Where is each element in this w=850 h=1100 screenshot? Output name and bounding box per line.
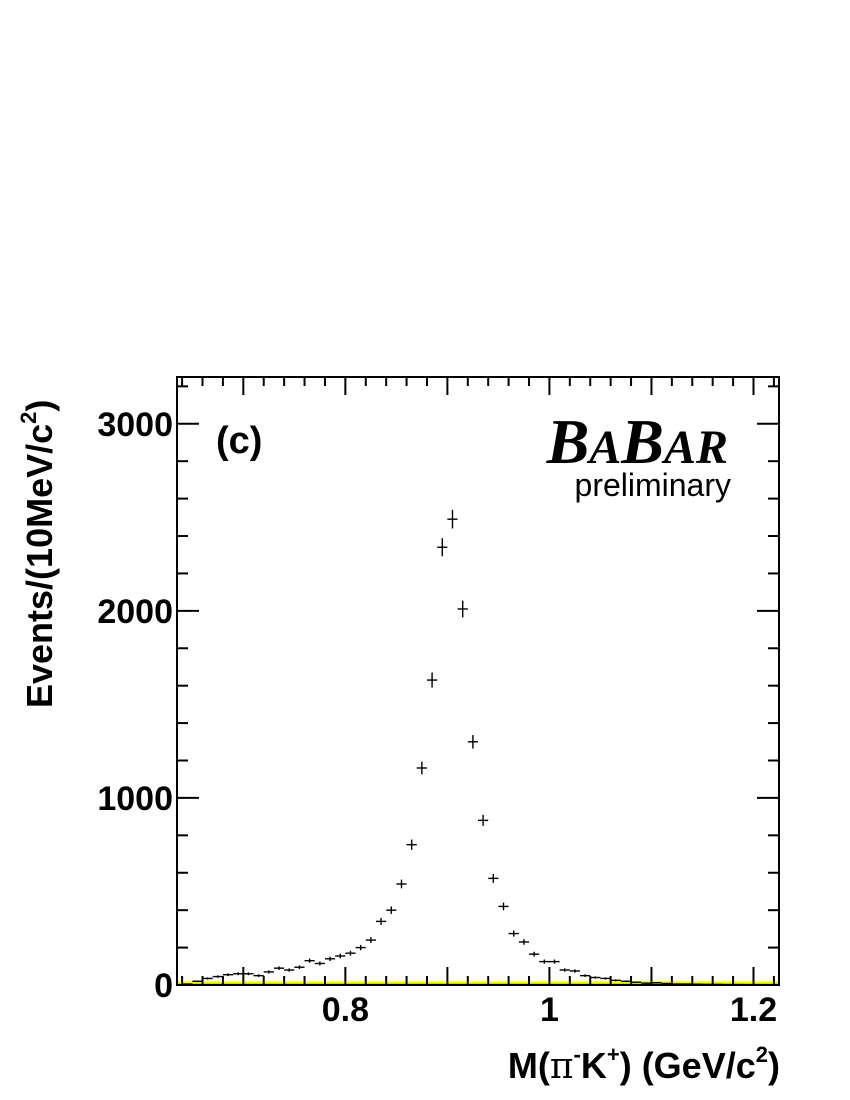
data-point — [386, 906, 397, 914]
y-title-part: Events/(10MeV/c — [19, 424, 60, 708]
axis-ticks-layer: 0.8 1 1.2 0 1000 2000 3000 — [97, 377, 779, 1029]
x-title-part: ) — [768, 1045, 780, 1086]
data-point — [518, 939, 530, 945]
data-point — [467, 735, 478, 749]
panel-label: (c) — [216, 420, 262, 462]
data-point — [253, 974, 264, 977]
background-band-yellow — [177, 981, 779, 985]
x-title-sup: - — [574, 1042, 581, 1067]
y-axis-title: Events/(10MeV/c2) — [16, 400, 60, 708]
logo-letter: B — [620, 406, 664, 477]
data-point — [559, 968, 570, 972]
data-point — [416, 761, 427, 775]
x-title-part: M( — [508, 1045, 550, 1086]
data-point — [600, 977, 611, 980]
y-tick-label: 3000 — [97, 406, 173, 444]
data-point — [610, 979, 621, 982]
data-point — [426, 672, 438, 688]
data-point — [508, 930, 519, 937]
data-point — [447, 509, 458, 529]
data-point — [396, 879, 407, 889]
data-point — [620, 980, 632, 983]
plot-frame — [176, 376, 780, 986]
data-point — [651, 982, 662, 984]
babar-logo: BABAR — [546, 406, 728, 477]
data-point — [641, 982, 652, 984]
data-point — [192, 980, 203, 983]
logo-letter: A — [586, 421, 621, 474]
data-point — [335, 953, 346, 959]
data-point — [437, 538, 448, 557]
data-point — [529, 951, 540, 957]
data-point — [345, 950, 356, 956]
logo-letter: AR — [661, 421, 728, 474]
data-point — [549, 959, 560, 964]
y-title-part: ) — [19, 400, 60, 412]
data-point — [243, 972, 254, 976]
data-point — [498, 902, 509, 911]
x-tick-label: 0.8 — [322, 991, 369, 1029]
data-point — [233, 972, 244, 976]
data-point — [478, 814, 489, 826]
preliminary-label: preliminary — [575, 467, 731, 503]
data-point — [406, 839, 417, 850]
data-points-layer — [182, 509, 774, 986]
x-title-part: ) (GeV/c — [620, 1045, 756, 1086]
data-point — [539, 959, 550, 964]
x-tick-label: 1.2 — [730, 991, 777, 1029]
logo-letter: B — [546, 406, 590, 477]
x-title-sup: + — [607, 1042, 620, 1067]
x-tick-label: 1 — [540, 991, 559, 1029]
data-point — [273, 966, 285, 970]
y-tick-label: 1000 — [97, 780, 173, 818]
data-point — [324, 956, 336, 962]
data-point — [355, 944, 366, 951]
data-point — [457, 600, 468, 618]
data-point — [314, 961, 325, 966]
data-point — [488, 873, 499, 883]
data-point — [263, 970, 274, 974]
data-point — [284, 968, 295, 972]
y-tick-label: 0 — [154, 967, 173, 1005]
x-title-pi: π — [550, 1046, 574, 1087]
data-point — [365, 937, 376, 943]
data-point — [569, 969, 581, 973]
x-title-sup: 2 — [756, 1042, 768, 1067]
data-point — [631, 981, 642, 983]
data-point — [375, 917, 387, 925]
data-point — [590, 976, 601, 979]
x-axis-title: M(π-K+) (GeV/c2) — [508, 1042, 780, 1087]
data-point — [222, 973, 234, 977]
y-title-sup: 2 — [16, 412, 41, 424]
data-point — [294, 965, 305, 970]
y-tick-label: 2000 — [97, 593, 173, 631]
data-point — [304, 958, 315, 963]
data-point — [202, 977, 213, 980]
data-point — [580, 974, 591, 977]
data-point — [661, 982, 672, 985]
data-point — [212, 975, 223, 978]
x-title-part: K — [581, 1045, 607, 1086]
